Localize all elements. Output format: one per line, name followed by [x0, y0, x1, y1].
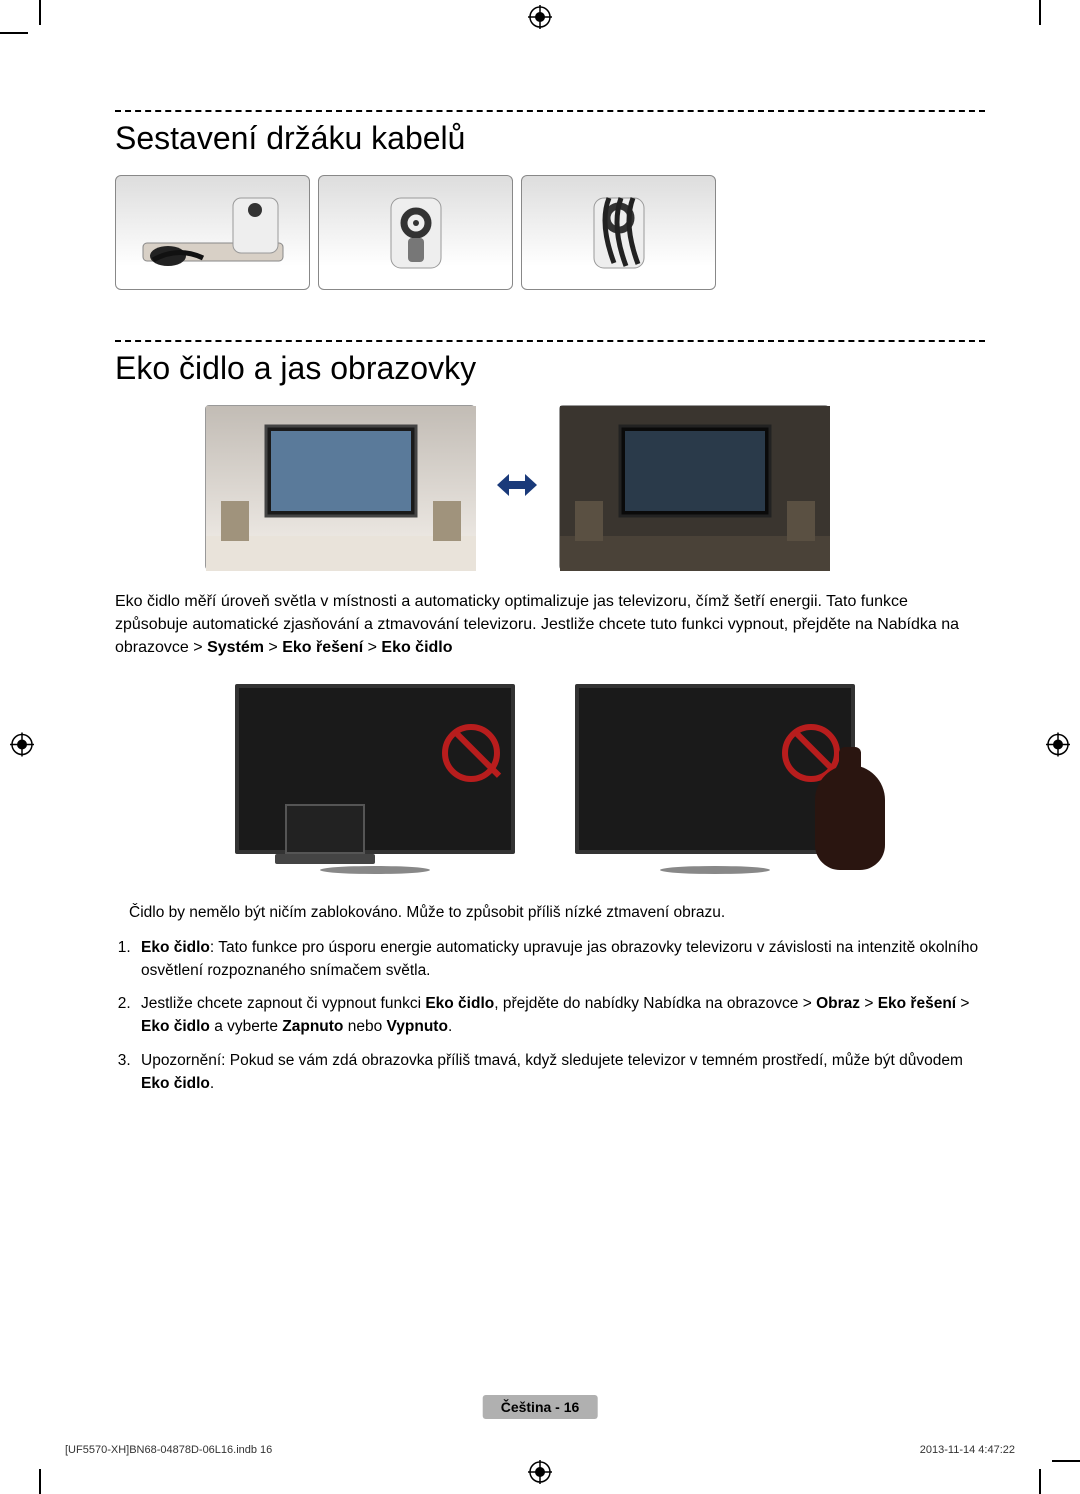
eco-compare-row	[205, 405, 985, 570]
intro-part: >	[264, 639, 282, 656]
crop-mark	[39, 1469, 41, 1494]
list-item: Jestliže chcete zapnout či vypnout funkc…	[135, 992, 985, 1039]
registration-mark-icon	[10, 733, 34, 762]
item-text: .	[210, 1075, 214, 1092]
item-bold: Obraz	[816, 995, 860, 1012]
intro-path: Eko čidlo	[381, 639, 452, 656]
registration-mark-icon	[1046, 733, 1070, 762]
list-item: Upozornění: Pokud se vám zdá obrazovka p…	[135, 1049, 985, 1096]
item-text: >	[860, 995, 878, 1012]
tv-blocked-by-vase	[575, 684, 855, 874]
tv-stand	[660, 866, 770, 874]
section-title-eco-sensor: Eko čidlo a jas obrazovky	[115, 350, 985, 387]
crop-mark	[1039, 1469, 1041, 1494]
item-text: , přejděte do nabídky Nabídka na obrazov…	[494, 995, 816, 1012]
vase-obstruction	[815, 765, 885, 870]
item-bold: Eko čidlo	[141, 1075, 210, 1092]
item-text: : Tato funkce pro úsporu energie automat…	[141, 939, 978, 979]
page-content: Sestavení držáku kabelů	[115, 110, 985, 1105]
item-bold: Eko čidlo	[425, 995, 494, 1012]
section-title-cable-holder: Sestavení držáku kabelů	[115, 120, 985, 157]
item-text: a vyberte	[210, 1018, 282, 1035]
crop-mark	[0, 32, 28, 34]
eco-image-dark	[559, 405, 829, 570]
blocked-sensor-row	[235, 684, 985, 874]
item-text: Jestliže chcete zapnout či vypnout funkc…	[141, 995, 425, 1012]
footer-filename: [UF5570-XH]BN68-04878D-06L16.indb 16	[65, 1444, 272, 1456]
crop-mark	[39, 0, 41, 25]
cable-holder-image-3	[521, 175, 716, 290]
item-text: nebo	[343, 1018, 386, 1035]
item-bold: Zapnuto	[282, 1018, 343, 1035]
item-lead: Eko čidlo	[141, 939, 210, 956]
cable-holder-image-1	[115, 175, 310, 290]
item-text: >	[956, 995, 969, 1012]
crop-mark	[1039, 0, 1041, 25]
item-bold: Eko řešení	[878, 995, 956, 1012]
item-text: Upozornění: Pokud se vám zdá obrazovka p…	[141, 1052, 963, 1069]
item-text: .	[448, 1018, 452, 1035]
laptop-obstruction	[275, 804, 375, 869]
intro-path: Systém	[207, 639, 264, 656]
eco-steps-list: Eko čidlo: Tato funkce pro úsporu energi…	[135, 936, 985, 1096]
caution-text: Čidlo by nemělo být ničím zablokováno. M…	[129, 904, 985, 922]
item-bold: Vypnuto	[387, 1018, 448, 1035]
double-arrow-icon	[495, 467, 539, 509]
tv-blocked-by-laptop	[235, 684, 515, 874]
divider	[115, 340, 985, 342]
eco-intro-text: Eko čidlo měří úroveň světla v místnosti…	[115, 590, 985, 660]
eco-image-bright	[205, 405, 475, 570]
cable-holder-image-2	[318, 175, 513, 290]
item-bold: Eko čidlo	[141, 1018, 210, 1035]
registration-mark-icon	[528, 5, 552, 34]
footer-timestamp: 2013-11-14 4:47:22	[920, 1444, 1015, 1456]
list-item: Eko čidlo: Tato funkce pro úsporu energi…	[135, 936, 985, 983]
cable-holder-images	[115, 175, 985, 290]
page-number-badge: Čeština - 16	[483, 1395, 598, 1419]
registration-mark-icon	[528, 1460, 552, 1489]
crop-mark	[1052, 1460, 1080, 1462]
intro-path: Eko řešení	[282, 639, 363, 656]
prohibited-icon	[442, 724, 500, 782]
divider	[115, 110, 985, 112]
intro-part: >	[363, 639, 381, 656]
